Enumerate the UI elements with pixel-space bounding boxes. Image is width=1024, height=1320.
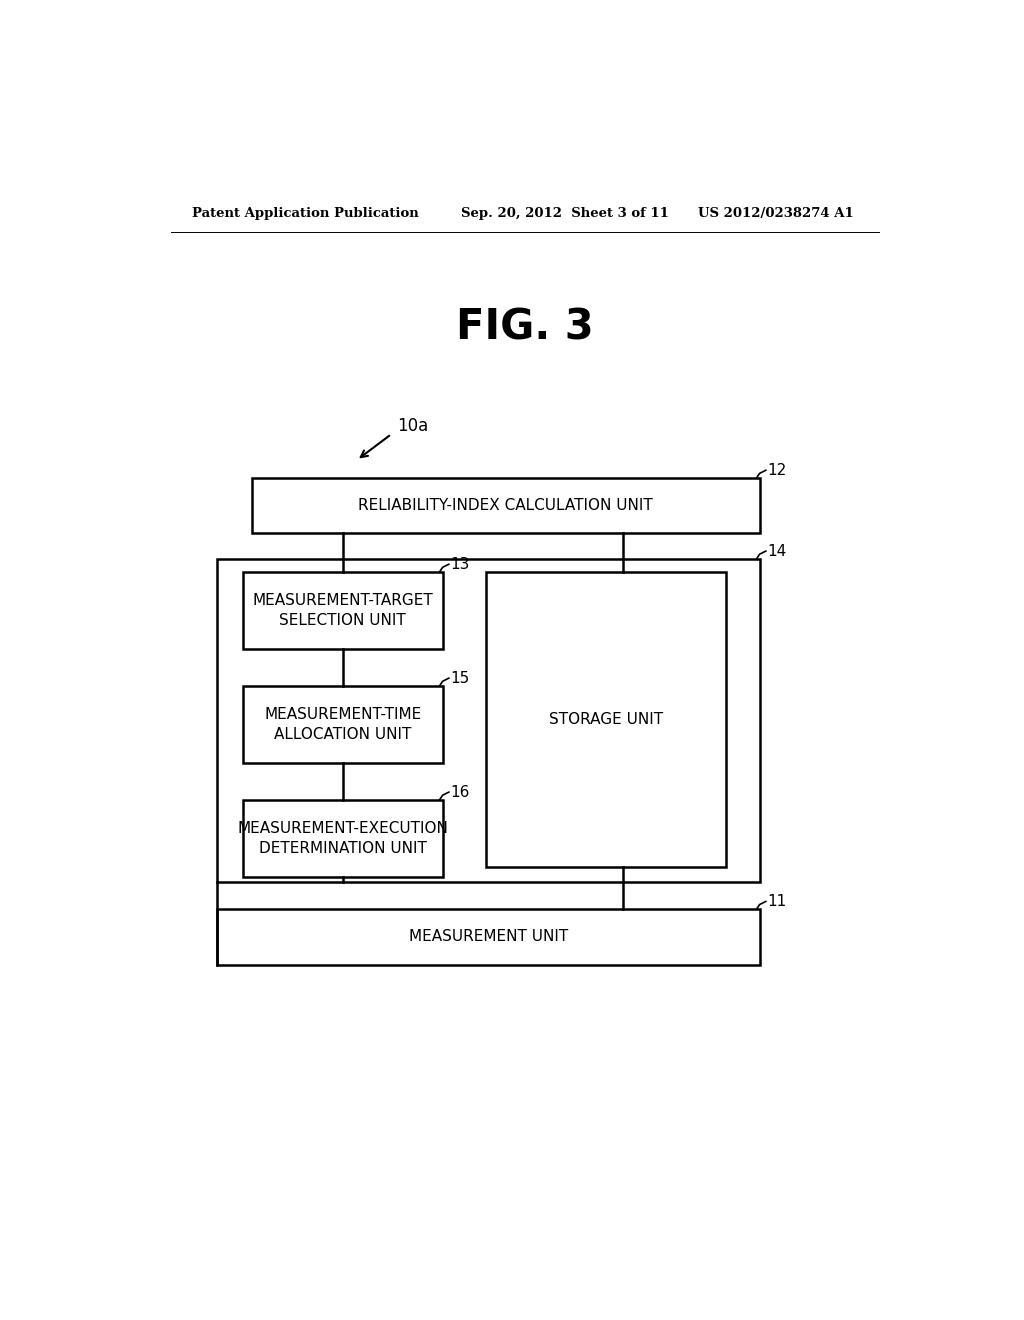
Text: 11: 11 [767,894,786,909]
Bar [217,909,760,965]
Bar [486,572,726,867]
Text: FIG. 3: FIG. 3 [456,306,594,348]
Text: MEASUREMENT UNIT: MEASUREMENT UNIT [409,929,568,944]
Text: 10a: 10a [397,417,428,436]
Text: 12: 12 [767,463,786,478]
Text: 13: 13 [451,557,470,572]
Bar [252,478,760,533]
Bar [243,686,442,763]
Bar [243,800,442,876]
Text: US 2012/0238274 A1: US 2012/0238274 A1 [697,207,853,220]
Text: MEASUREMENT-TARGET
SELECTION UNIT: MEASUREMENT-TARGET SELECTION UNIT [252,593,433,628]
Text: Sep. 20, 2012  Sheet 3 of 11: Sep. 20, 2012 Sheet 3 of 11 [461,207,669,220]
Text: STORAGE UNIT: STORAGE UNIT [549,711,664,727]
Bar [243,572,442,649]
Text: MEASUREMENT-TIME
ALLOCATION UNIT: MEASUREMENT-TIME ALLOCATION UNIT [264,708,421,742]
Bar [217,558,760,882]
Text: 15: 15 [451,671,470,685]
Text: 14: 14 [767,544,786,558]
Text: MEASUREMENT-EXECUTION
DETERMINATION UNIT: MEASUREMENT-EXECUTION DETERMINATION UNIT [238,821,449,855]
Text: RELIABILITY-INDEX CALCULATION UNIT: RELIABILITY-INDEX CALCULATION UNIT [358,498,653,513]
Text: Patent Application Publication: Patent Application Publication [191,207,418,220]
Text: 16: 16 [451,784,470,800]
